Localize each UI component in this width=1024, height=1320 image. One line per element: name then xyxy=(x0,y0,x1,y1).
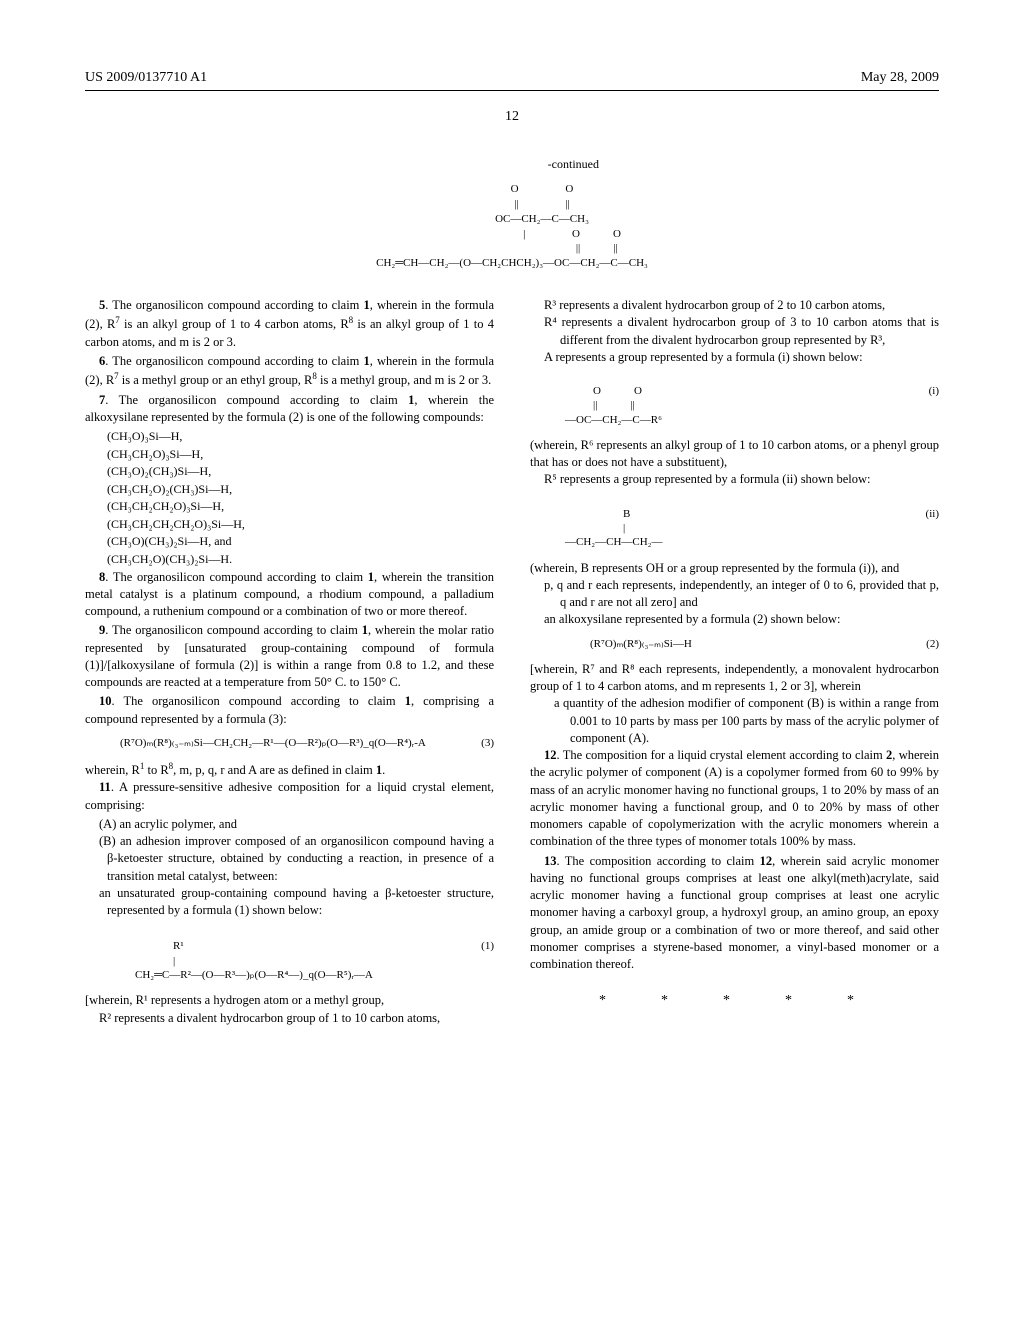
formula-2-num: (2) xyxy=(926,637,939,651)
claim-12: 12. The composition for a liquid crystal… xyxy=(530,747,939,851)
claim-9: 9. The organosilicon compound according … xyxy=(85,622,494,691)
claim-11-b: (A) an acrylic polymer, and xyxy=(85,816,494,833)
formula-row: | O O xyxy=(85,227,939,242)
top-chemical-formula: O O || || OC—CH₂—C—CH₃ | O O || || CH₂═C… xyxy=(85,182,939,271)
formula-row: CH₂═C—R²—(O—R³—)ₚ(O—R⁴—)_q(O—R⁵)ᵣ—A xyxy=(135,968,494,982)
compound-item: (CH₃CH₂CH₂CH₂O)₃Si—H, xyxy=(107,516,494,533)
formula-row: B xyxy=(565,507,939,521)
claim-7: 7. The organosilicon compound according … xyxy=(85,392,494,427)
formula-ii-num: (ii) xyxy=(926,507,939,522)
formula-row: —CH₂—CH—CH₂— xyxy=(565,535,939,549)
formula-ii: B | —CH₂—CH—CH₂— xyxy=(565,507,939,550)
a-text: A represents a group represented by a fo… xyxy=(530,349,939,366)
compound-item: (CH₃CH₂CH₂O)₃Si—H, xyxy=(107,498,494,515)
compound-item: (CH₃CH₂O)₂(CH₃)Si—H, xyxy=(107,481,494,498)
patent-page: US 2009/0137710 A1 May 28, 2009 12 -cont… xyxy=(0,0,1024,1320)
claim-11-f: R² represents a divalent hydrocarbon gro… xyxy=(85,1010,494,1027)
formula-3-text: (R⁷O)ₘ(R⁸)₍₃₋ₘ₎Si—CH₂CH₂—R¹—(O—R²)ₚ(O—R³… xyxy=(120,737,426,749)
pqr-text: p, q and r each represents, independentl… xyxy=(530,577,939,612)
page-number: 12 xyxy=(85,109,939,125)
formula-row: —OC—CH₂—C—R⁶ xyxy=(565,413,939,427)
claim-6: 6. The organosilicon compound according … xyxy=(85,353,494,390)
formula-i: O O || || —OC—CH₂—C—R⁶ xyxy=(565,384,939,427)
formula-row: R¹ xyxy=(135,939,494,953)
formula-row: || || xyxy=(565,398,939,412)
alkoxy-text: an alkoxysilane represented by a formula… xyxy=(530,611,939,628)
formula-row: CH₂═CH—CH₂—(O—CH₂CHCH₂)₃—OC—CH₂—C—CH₃ xyxy=(85,256,939,271)
formula-2-text: (R⁷O)ₘ(R⁸)₍₃₋ₘ₎Si—H xyxy=(590,638,692,650)
claim-13: 13. The composition according to claim 1… xyxy=(530,853,939,974)
formula-row: | xyxy=(565,521,939,535)
r3-text: R³ represents a divalent hydrocarbon gro… xyxy=(530,297,939,314)
b-text: (wherein, B represents OH or a group rep… xyxy=(530,560,939,577)
claim-5: 55. The organosilicon compound according… xyxy=(85,297,494,351)
header-rule xyxy=(85,90,939,91)
formula-row: OC—CH₂—C—CH₃ xyxy=(85,212,939,227)
claim-8: 8. The organosilicon compound according … xyxy=(85,569,494,621)
end-marks: * * * * * xyxy=(530,991,939,1010)
right-column: R³ represents a divalent hydrocarbon gro… xyxy=(530,297,939,1027)
formula-1-num: (1) xyxy=(481,939,494,954)
compound-item: (CH₃O)₃Si—H, xyxy=(107,428,494,445)
formula-row: O O xyxy=(565,384,939,398)
page-header: US 2009/0137710 A1 May 28, 2009 xyxy=(85,70,939,86)
qty-text: a quantity of the adhesion modifier of c… xyxy=(530,695,939,747)
formula-i-num: (i) xyxy=(929,384,939,399)
r4-text: R⁴ represents a divalent hydrocarbon gro… xyxy=(530,314,939,349)
formula-3: (R⁷O)ₘ(R⁸)₍₃₋ₘ₎Si—CH₂CH₂—R¹—(O—R²)ₚ(O—R³… xyxy=(120,736,494,750)
claim-10-a: 10. The organosilicon compound according… xyxy=(85,693,494,728)
compound-list: (CH₃O)₃Si—H, (CH₃CH₂O)₃Si—H, (CH₃O)₂(CH₃… xyxy=(85,428,494,567)
body-columns: 55. The organosilicon compound according… xyxy=(85,297,939,1027)
compound-item: (CH₃O)₂(CH₃)Si—H, xyxy=(107,463,494,480)
formula-3-num: (3) xyxy=(481,736,494,750)
publication-date: May 28, 2009 xyxy=(861,70,939,86)
compound-item: (CH₃O)(CH₃)₂Si—H, and xyxy=(107,533,494,550)
publication-number: US 2009/0137710 A1 xyxy=(85,70,207,86)
r5-text: R⁵ represents a group represented by a f… xyxy=(530,471,939,488)
compound-item: (CH₃CH₂O)(CH₃)₂Si—H. xyxy=(107,551,494,568)
compound-item: (CH₃CH₂O)₃Si—H, xyxy=(107,446,494,463)
formula-row: || || xyxy=(85,197,939,212)
r7r8-text: [wherein, R⁷ and R⁸ each represents, ind… xyxy=(530,661,939,696)
formula-row: || || xyxy=(85,241,939,256)
formula-row: | xyxy=(135,954,494,968)
claim-11-a: 11. A pressure-sensitive adhesive compos… xyxy=(85,779,494,814)
r6-text: (wherein, R⁶ represents an alkyl group o… xyxy=(530,437,939,472)
claim-10-b: wherein, R1 to R8, m, p, q, r and A are … xyxy=(85,760,494,779)
formula-row: O O xyxy=(85,182,939,197)
formula-2: (R⁷O)ₘ(R⁸)₍₃₋ₘ₎Si—H (2) xyxy=(590,637,939,651)
claim-11-c: (B) an adhesion improver composed of an … xyxy=(85,833,494,885)
claim-11-d: an unsaturated group-containing compound… xyxy=(85,885,494,920)
claim-11-e: [wherein, R¹ represents a hydrogen atom … xyxy=(85,992,494,1009)
formula-1: R¹ | CH₂═C—R²—(O—R³—)ₚ(O—R⁴—)_q(O—R⁵)ᵣ—A xyxy=(135,939,494,982)
left-column: 55. The organosilicon compound according… xyxy=(85,297,494,1027)
continued-label: -continued xyxy=(85,157,939,172)
